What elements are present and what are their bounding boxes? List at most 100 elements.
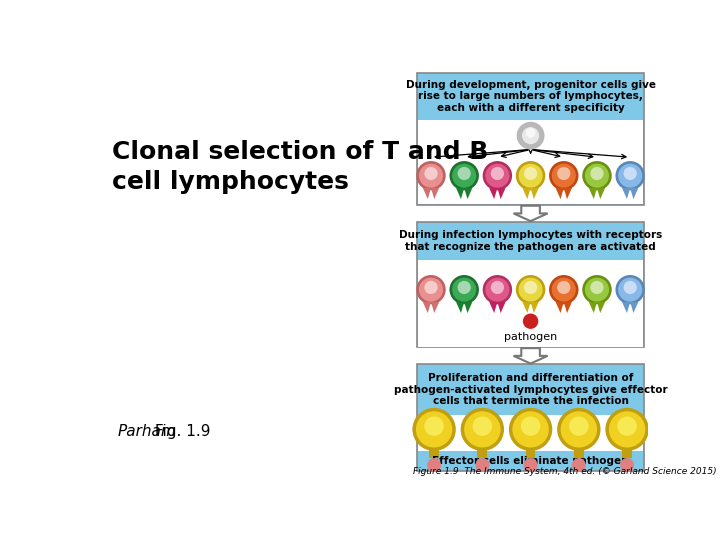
Polygon shape: [589, 302, 597, 313]
Circle shape: [549, 161, 578, 190]
Circle shape: [491, 167, 504, 180]
Circle shape: [557, 408, 600, 451]
Circle shape: [517, 122, 544, 150]
Polygon shape: [423, 188, 431, 199]
Circle shape: [582, 275, 612, 304]
Circle shape: [458, 281, 471, 294]
Polygon shape: [456, 302, 464, 313]
Polygon shape: [564, 188, 572, 199]
Bar: [418, 415, 644, 450]
Polygon shape: [464, 188, 472, 199]
Circle shape: [416, 161, 446, 190]
Circle shape: [518, 278, 543, 302]
Bar: [417, 364, 644, 471]
Polygon shape: [597, 188, 605, 199]
Polygon shape: [464, 302, 472, 313]
Text: Effector cells eliminate pathogen: Effector cells eliminate pathogen: [432, 456, 629, 467]
Polygon shape: [431, 302, 439, 313]
Circle shape: [557, 281, 570, 294]
Polygon shape: [556, 302, 564, 313]
Polygon shape: [622, 188, 630, 199]
Circle shape: [582, 161, 612, 190]
Circle shape: [523, 458, 538, 472]
Bar: [526, 446, 536, 458]
Bar: [418, 260, 644, 347]
Circle shape: [413, 408, 456, 451]
Polygon shape: [531, 188, 539, 199]
Circle shape: [424, 167, 438, 180]
Circle shape: [424, 281, 438, 294]
Circle shape: [552, 164, 576, 188]
Polygon shape: [490, 188, 498, 199]
Text: Clonal selection of T and B
cell lymphocytes: Clonal selection of T and B cell lymphoc…: [112, 140, 489, 194]
Circle shape: [419, 278, 443, 302]
Circle shape: [482, 275, 512, 304]
Circle shape: [482, 161, 512, 190]
Circle shape: [522, 127, 539, 144]
Circle shape: [485, 164, 510, 188]
Circle shape: [521, 416, 540, 436]
Polygon shape: [513, 348, 548, 363]
Circle shape: [427, 458, 441, 472]
Circle shape: [449, 161, 479, 190]
Text: pathogen: pathogen: [504, 332, 557, 342]
Circle shape: [518, 164, 543, 188]
Circle shape: [617, 416, 637, 436]
Circle shape: [523, 314, 539, 329]
Circle shape: [618, 164, 642, 188]
Bar: [417, 72, 644, 205]
Circle shape: [561, 411, 597, 448]
Circle shape: [464, 411, 500, 448]
Circle shape: [485, 278, 510, 302]
Text: During infection lymphocytes with receptors
that recognize the pathogen are acti: During infection lymphocytes with recept…: [399, 231, 662, 252]
Circle shape: [458, 167, 471, 180]
Polygon shape: [531, 302, 539, 313]
Circle shape: [449, 275, 479, 304]
Text: Figure 1.9  The Immune System, 4th ed. (© Garland Science 2015): Figure 1.9 The Immune System, 4th ed. (©…: [413, 467, 716, 476]
Text: Proliferation and differentiation of
pathogen-activated lymphocytes give effecto: Proliferation and differentiation of pat…: [394, 373, 667, 406]
Polygon shape: [523, 188, 531, 199]
Circle shape: [620, 458, 634, 472]
Circle shape: [513, 411, 549, 448]
Text: Fig. 1.9: Fig. 1.9: [150, 424, 211, 439]
Circle shape: [618, 278, 642, 302]
Bar: [622, 446, 632, 458]
Polygon shape: [423, 302, 431, 313]
Circle shape: [552, 278, 576, 302]
Circle shape: [590, 167, 603, 180]
Circle shape: [572, 458, 586, 472]
Circle shape: [585, 164, 609, 188]
Polygon shape: [523, 302, 531, 313]
Circle shape: [419, 164, 443, 188]
Circle shape: [516, 161, 545, 190]
Text: During development, progenitor cells give
rise to large numbers of lymphocytes,
: During development, progenitor cells giv…: [405, 80, 656, 113]
Polygon shape: [564, 302, 572, 313]
Circle shape: [624, 167, 636, 180]
Circle shape: [491, 281, 504, 294]
Circle shape: [524, 281, 537, 294]
Text: Parham: Parham: [118, 424, 176, 439]
Circle shape: [606, 408, 649, 451]
Polygon shape: [597, 302, 605, 313]
Circle shape: [416, 411, 452, 448]
Bar: [429, 446, 439, 458]
Circle shape: [526, 128, 536, 138]
Circle shape: [549, 275, 578, 304]
Circle shape: [616, 161, 645, 190]
Circle shape: [616, 275, 645, 304]
Circle shape: [569, 416, 588, 436]
Bar: [418, 120, 644, 204]
Circle shape: [557, 167, 570, 180]
Circle shape: [452, 164, 476, 188]
Bar: [417, 222, 644, 347]
Bar: [574, 446, 584, 458]
Polygon shape: [513, 206, 548, 221]
Circle shape: [461, 408, 504, 451]
Polygon shape: [431, 188, 439, 199]
Circle shape: [524, 167, 537, 180]
Circle shape: [609, 411, 645, 448]
Polygon shape: [456, 188, 464, 199]
Polygon shape: [556, 188, 564, 199]
Polygon shape: [498, 302, 505, 313]
Circle shape: [590, 281, 603, 294]
